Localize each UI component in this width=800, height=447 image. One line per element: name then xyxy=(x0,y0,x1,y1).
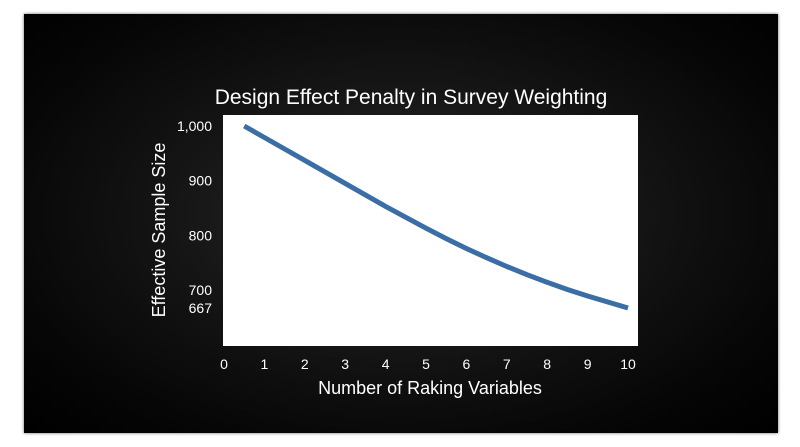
y-axis-ticks: 667 700 800 900 1,000 xyxy=(177,118,212,316)
x-axis-label: Number of Raking Variables xyxy=(318,378,542,398)
x-tick-label: 9 xyxy=(584,356,592,372)
chart-title: Design Effect Penalty in Survey Weightin… xyxy=(215,86,608,109)
x-tick-label: 2 xyxy=(301,356,309,372)
x-tick-label: 3 xyxy=(341,356,349,372)
x-tick-label: 6 xyxy=(463,356,471,372)
y-tick-label: 667 xyxy=(189,300,213,316)
x-tick-label: 4 xyxy=(382,356,390,372)
y-tick-label: 900 xyxy=(189,173,213,189)
series-line xyxy=(242,123,629,311)
y-tick-label: 1,000 xyxy=(177,118,212,134)
series-layer xyxy=(242,123,629,311)
x-tick-label: 1 xyxy=(261,356,269,372)
x-axis-ticks: 0 1 2 3 4 5 6 7 8 9 10 xyxy=(220,356,636,372)
y-tick-label: 700 xyxy=(189,282,213,298)
x-tick-label: 10 xyxy=(620,356,636,372)
y-tick-label: 800 xyxy=(189,227,213,243)
x-tick-label: 8 xyxy=(543,356,551,372)
x-tick-label: 5 xyxy=(422,356,430,372)
x-tick-label: 7 xyxy=(503,356,511,372)
y-axis-label: Effective Sample Size xyxy=(149,143,169,318)
x-tick-label: 0 xyxy=(220,356,228,372)
